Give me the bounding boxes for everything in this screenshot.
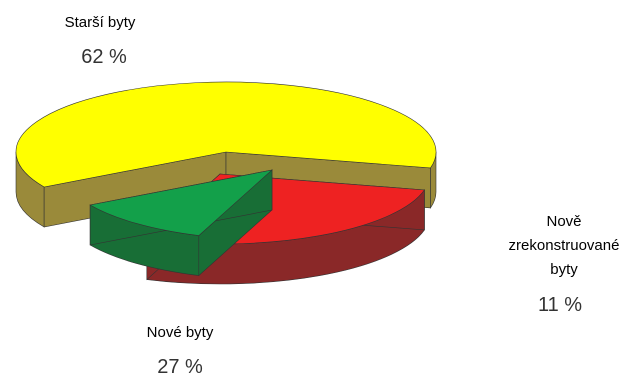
slice-label-line-3: byty xyxy=(550,261,578,278)
slice-label-nove-byty: Nové byty xyxy=(147,324,214,341)
label-starsi-byty: Starší byty 62 % xyxy=(65,14,136,68)
slice-label-line-2: zrekonstruované xyxy=(509,237,620,254)
label-zrekonstruovane-byty: Nově zrekonstruované byty 11 % xyxy=(509,213,620,316)
slice-value-starsi-byty: 62 % xyxy=(81,46,127,68)
slice-top xyxy=(89,169,274,236)
label-nove-byty: Nové byty 27 % xyxy=(147,324,214,378)
slice-value-zrekonstruovane: 11 % xyxy=(538,294,582,316)
slice-label-line-1: Nově xyxy=(546,213,581,230)
slice-label-starsi-byty: Starší byty xyxy=(65,14,136,31)
slice-value-nove-byty: 27 % xyxy=(157,356,203,378)
pie-slices xyxy=(15,81,437,285)
slice-zrekonstruovane-byty xyxy=(89,169,274,277)
slice-top xyxy=(15,81,437,188)
